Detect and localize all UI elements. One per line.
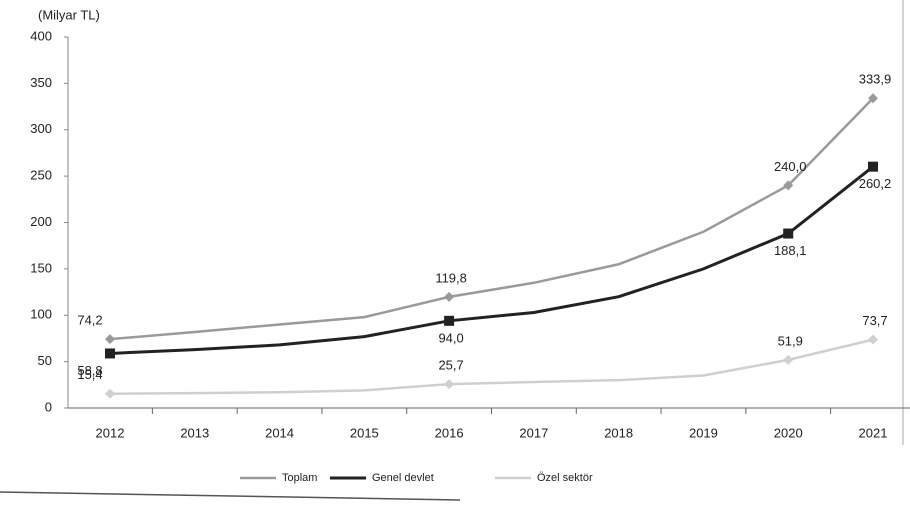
y-axis-title: (Milyar TL) (38, 7, 100, 22)
x-tick-label: 2020 (774, 425, 803, 440)
point (783, 180, 794, 191)
point (868, 161, 878, 172)
legend-label: Özel sektör (537, 472, 593, 484)
data-label: 58,8 (77, 363, 102, 378)
data-label: 51,9 (778, 333, 803, 348)
y-tick-label: 350 (30, 75, 52, 90)
series-line (109, 97, 874, 341)
data-label: 119,8 (435, 270, 467, 285)
y-tick-label: 400 (30, 28, 52, 43)
x-tick-label: 2012 (96, 425, 125, 440)
y-tick-label: 250 (30, 168, 52, 183)
y-tick-label: 150 (30, 260, 52, 275)
x-tick-label: 2013 (180, 425, 209, 440)
point (444, 315, 455, 326)
series-line (109, 165, 874, 355)
data-label: 188,1 (774, 243, 807, 258)
x-tick-label: 2017 (519, 425, 548, 440)
y-tick-label: 300 (30, 121, 52, 136)
y-tick-label: 0 (45, 399, 52, 414)
point (868, 334, 878, 345)
legend-label: Toplam (282, 472, 317, 484)
y-tick-label: 200 (30, 214, 52, 229)
y-tick-label: 100 (30, 307, 52, 322)
series-line (109, 338, 874, 395)
data-label: 74,2 (77, 313, 102, 328)
y-tick-label: 50 (38, 353, 52, 368)
data-label: 73,7 (862, 313, 887, 328)
point (783, 228, 794, 239)
x-tick-label: 2018 (604, 425, 633, 440)
point (444, 291, 455, 302)
point (105, 388, 115, 399)
point (783, 354, 794, 365)
x-tick-label: 2014 (265, 425, 294, 440)
x-tick-label: 2016 (435, 425, 464, 440)
data-label: 333,9 (859, 72, 892, 87)
data-label: 15,4 (77, 367, 102, 382)
data-label: 240,0 (774, 159, 807, 174)
data-label: 260,2 (859, 176, 892, 191)
legend-label: Genel devlet (372, 472, 434, 484)
x-tick-label: 2019 (689, 425, 718, 440)
point (868, 93, 878, 104)
point (105, 348, 115, 359)
x-tick-label: 2021 (859, 425, 888, 440)
data-label: 94,0 (438, 330, 463, 345)
point (444, 379, 455, 390)
data-label: 25,7 (438, 358, 463, 373)
frame-line (0, 491, 461, 501)
x-tick-label: 2015 (350, 425, 379, 440)
point (105, 334, 115, 345)
